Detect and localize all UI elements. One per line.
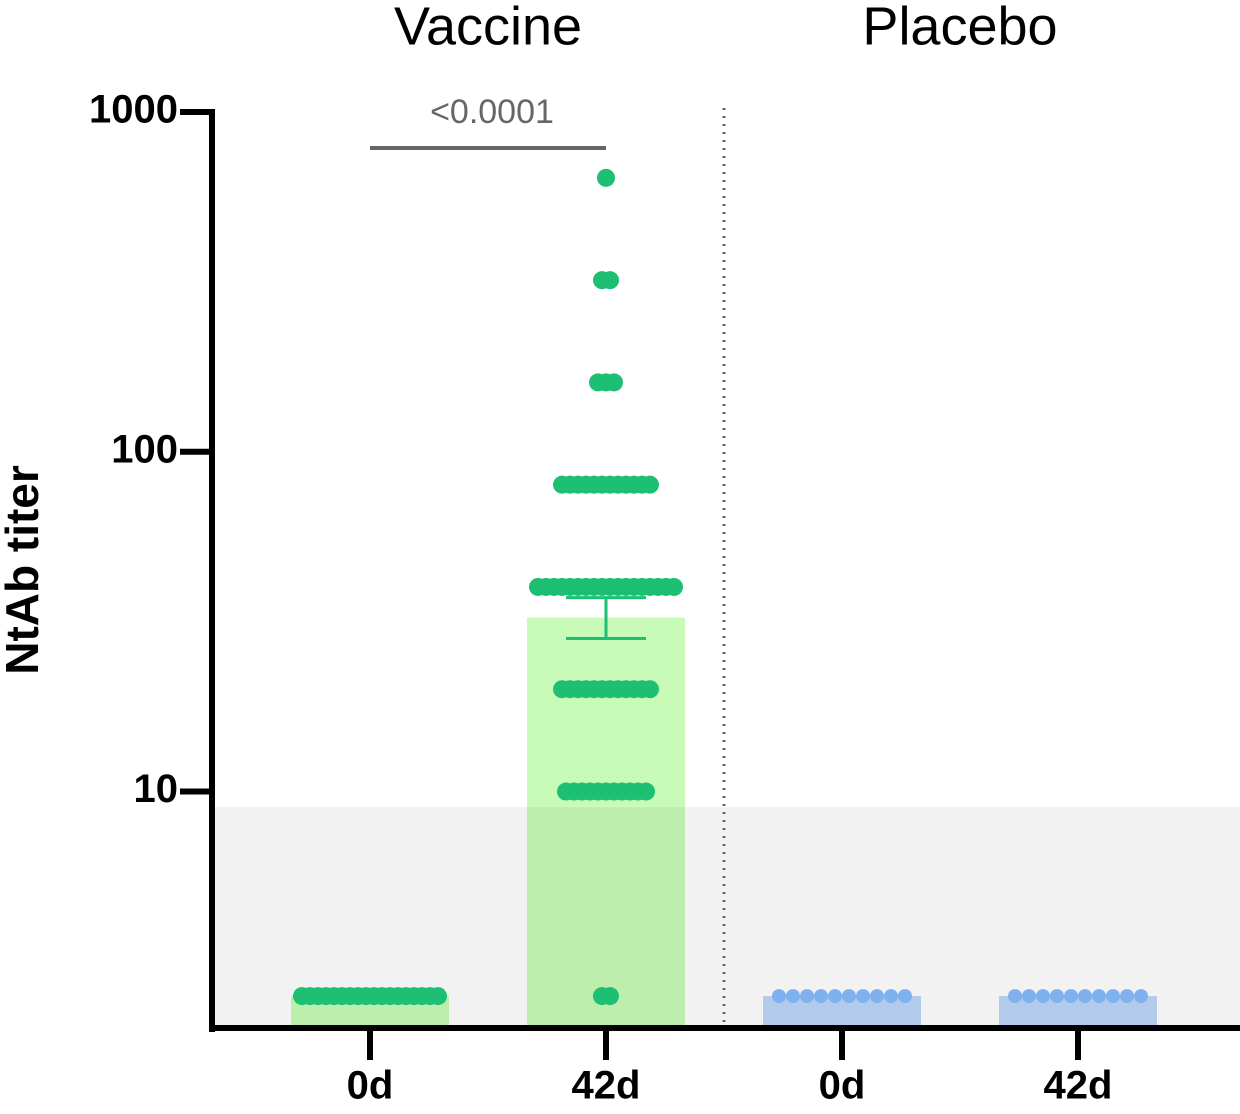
data-dot [898,989,912,1004]
y-axis-label: NtAb titer [0,465,48,675]
data-dot [1050,989,1064,1004]
data-dot [814,989,828,1004]
x-tick-label: 42d [572,1064,641,1108]
data-dot [1064,989,1078,1004]
data-dot [856,989,870,1004]
data-dot [601,271,619,290]
data-dot [1022,989,1036,1004]
data-dot [641,680,659,699]
group-title: Vaccine [394,0,582,56]
x-tick-label: 0d [819,1064,866,1108]
group-title: Placebo [862,0,1057,56]
data-dot [1036,989,1050,1004]
data-dot [772,989,786,1004]
data-dot [1078,989,1092,1004]
y-tick-label: 10 [134,767,179,811]
significance-label: <0.0001 [430,93,554,131]
y-tick-label: 1000 [89,88,178,132]
data-dot [637,782,655,801]
data-dot [884,989,898,1004]
data-dot [597,168,615,187]
data-dot [665,577,683,596]
data-dot [1106,989,1120,1004]
data-dot [786,989,800,1004]
data-dot [828,989,842,1004]
data-dot [641,475,659,494]
data-dot [1134,989,1148,1004]
data-dot [1092,989,1106,1004]
data-dot [870,989,884,1004]
data-dot [800,989,814,1004]
data-dot [1008,989,1022,1004]
data-dot [605,373,623,392]
data-dot [429,987,447,1006]
y-tick-label: 100 [111,427,178,471]
data-dot [1120,989,1134,1004]
x-tick-label: 0d [347,1064,394,1108]
data-dot [601,987,619,1006]
x-tick-label: 42d [1044,1064,1113,1108]
data-dot [842,989,856,1004]
